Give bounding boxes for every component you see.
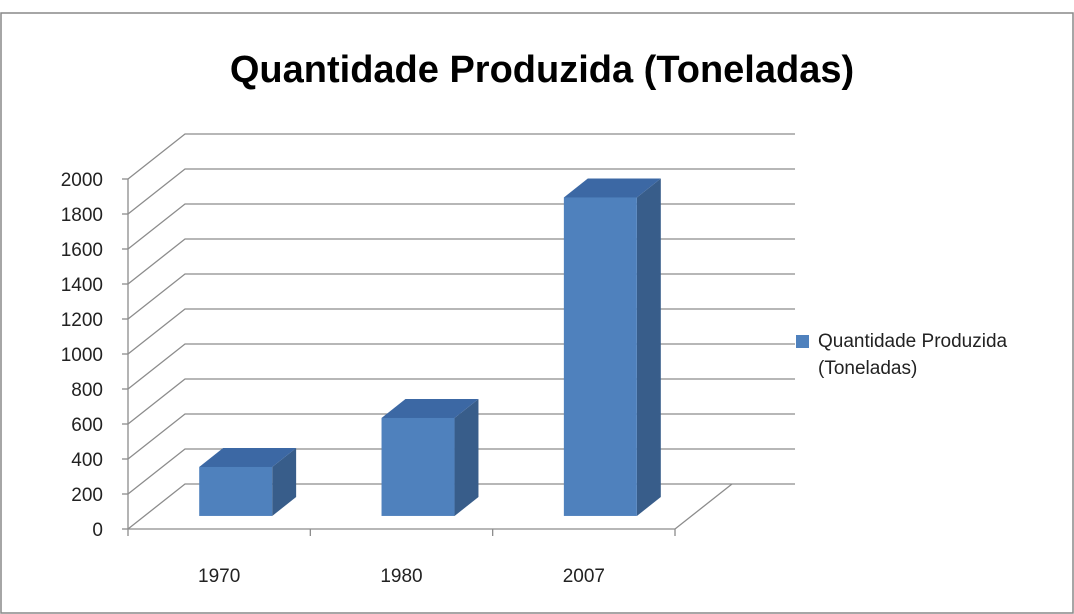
bar (381, 417, 455, 516)
x-tick-label: 1970 (198, 566, 240, 587)
y-tick-label: 2000 (61, 170, 103, 191)
bar-side (454, 399, 479, 516)
chart-title: Quantidade Produzida (Toneladas) (230, 49, 854, 91)
x-tick-label: 1980 (380, 566, 422, 587)
y-tick-label: 1200 (61, 310, 103, 331)
legend-label: Quantidade Produzida (Toneladas) (818, 331, 1008, 379)
bar-top (199, 448, 297, 467)
y-tick-label: 1400 (61, 275, 103, 296)
bar (199, 466, 273, 516)
grid-line (127, 168, 795, 215)
y-tick-label: 800 (71, 380, 103, 401)
bar-side (636, 178, 661, 516)
y-tick-label: 0 (92, 520, 103, 541)
bar-top (563, 178, 661, 198)
y-tick-label: 600 (71, 415, 103, 436)
x-tick-label: 2007 (563, 566, 605, 587)
bar-side (272, 448, 297, 516)
y-tick-label: 200 (71, 485, 103, 506)
chart-border (0, 12, 1074, 614)
y-tick-label: 1000 (61, 345, 103, 366)
grid-line (127, 133, 795, 180)
y-tick-label: 1800 (61, 205, 103, 226)
bar-top (381, 399, 479, 418)
y-tick-label: 400 (71, 450, 103, 471)
legend-swatch (796, 335, 809, 348)
y-tick-label: 1600 (61, 240, 103, 261)
bar (563, 197, 637, 516)
